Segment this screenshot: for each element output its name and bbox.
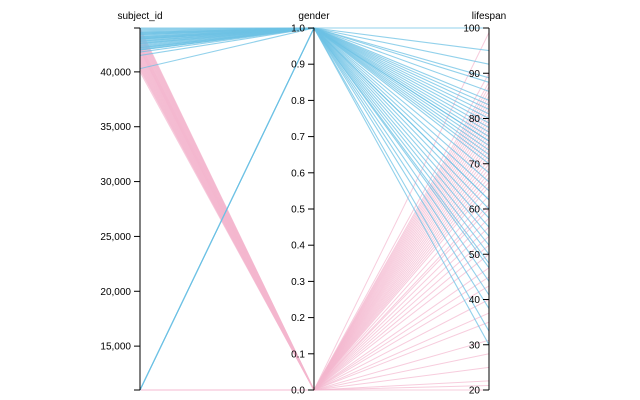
axis-lifespan: 20 30 40 50 60 70 80 90 100 lifespan xyxy=(463,11,506,397)
tick-label: 50 xyxy=(469,250,481,261)
tick-label: 1.0 xyxy=(291,24,305,35)
axes-layer: 15,000 20,000 25,000 30,000 35,000 40,000 subj… xyxy=(100,11,506,397)
tick-label: 30 xyxy=(469,340,481,351)
tick-label: 0.6 xyxy=(291,168,305,179)
tick-label: 0.7 xyxy=(291,132,305,143)
tick-label: 30,000 xyxy=(100,177,131,188)
tick-label: 0.5 xyxy=(291,205,305,216)
tick-label: 0.2 xyxy=(291,313,305,324)
tick-label: 40 xyxy=(469,295,481,306)
tick-label: 20,000 xyxy=(100,287,131,298)
axis-title-subject_id: subject_id xyxy=(117,11,162,22)
tick-label: 70 xyxy=(469,159,481,170)
tick-label: 0.8 xyxy=(291,96,305,107)
axis-subject_id: 15,000 20,000 25,000 30,000 35,000 40,000 subj… xyxy=(100,11,163,391)
tick-label: 0.3 xyxy=(291,277,305,288)
tick-label: 0.9 xyxy=(291,60,305,71)
tick-label: 15,000 xyxy=(100,342,131,353)
tick-label: 20 xyxy=(469,386,481,397)
tick-label: 0.4 xyxy=(291,241,305,252)
tick-label: 90 xyxy=(469,69,481,80)
tick-label: 80 xyxy=(469,114,481,125)
tick-label: 0.0 xyxy=(291,386,305,397)
tick-label: 0.1 xyxy=(291,349,305,360)
tick-label: 35,000 xyxy=(100,122,131,133)
axis-title-lifespan: lifespan xyxy=(472,11,506,22)
tick-label: 100 xyxy=(463,24,480,35)
tick-label: 25,000 xyxy=(100,232,131,243)
axis-title-gender: gender xyxy=(298,11,330,22)
tick-label: 60 xyxy=(469,205,481,216)
tick-label: 40,000 xyxy=(100,67,131,78)
axis-gender: 0.0 0.1 0.2 0.3 0.4 0.5 0.6 0.7 0.8 0.9 1.0 gender xyxy=(291,11,330,397)
